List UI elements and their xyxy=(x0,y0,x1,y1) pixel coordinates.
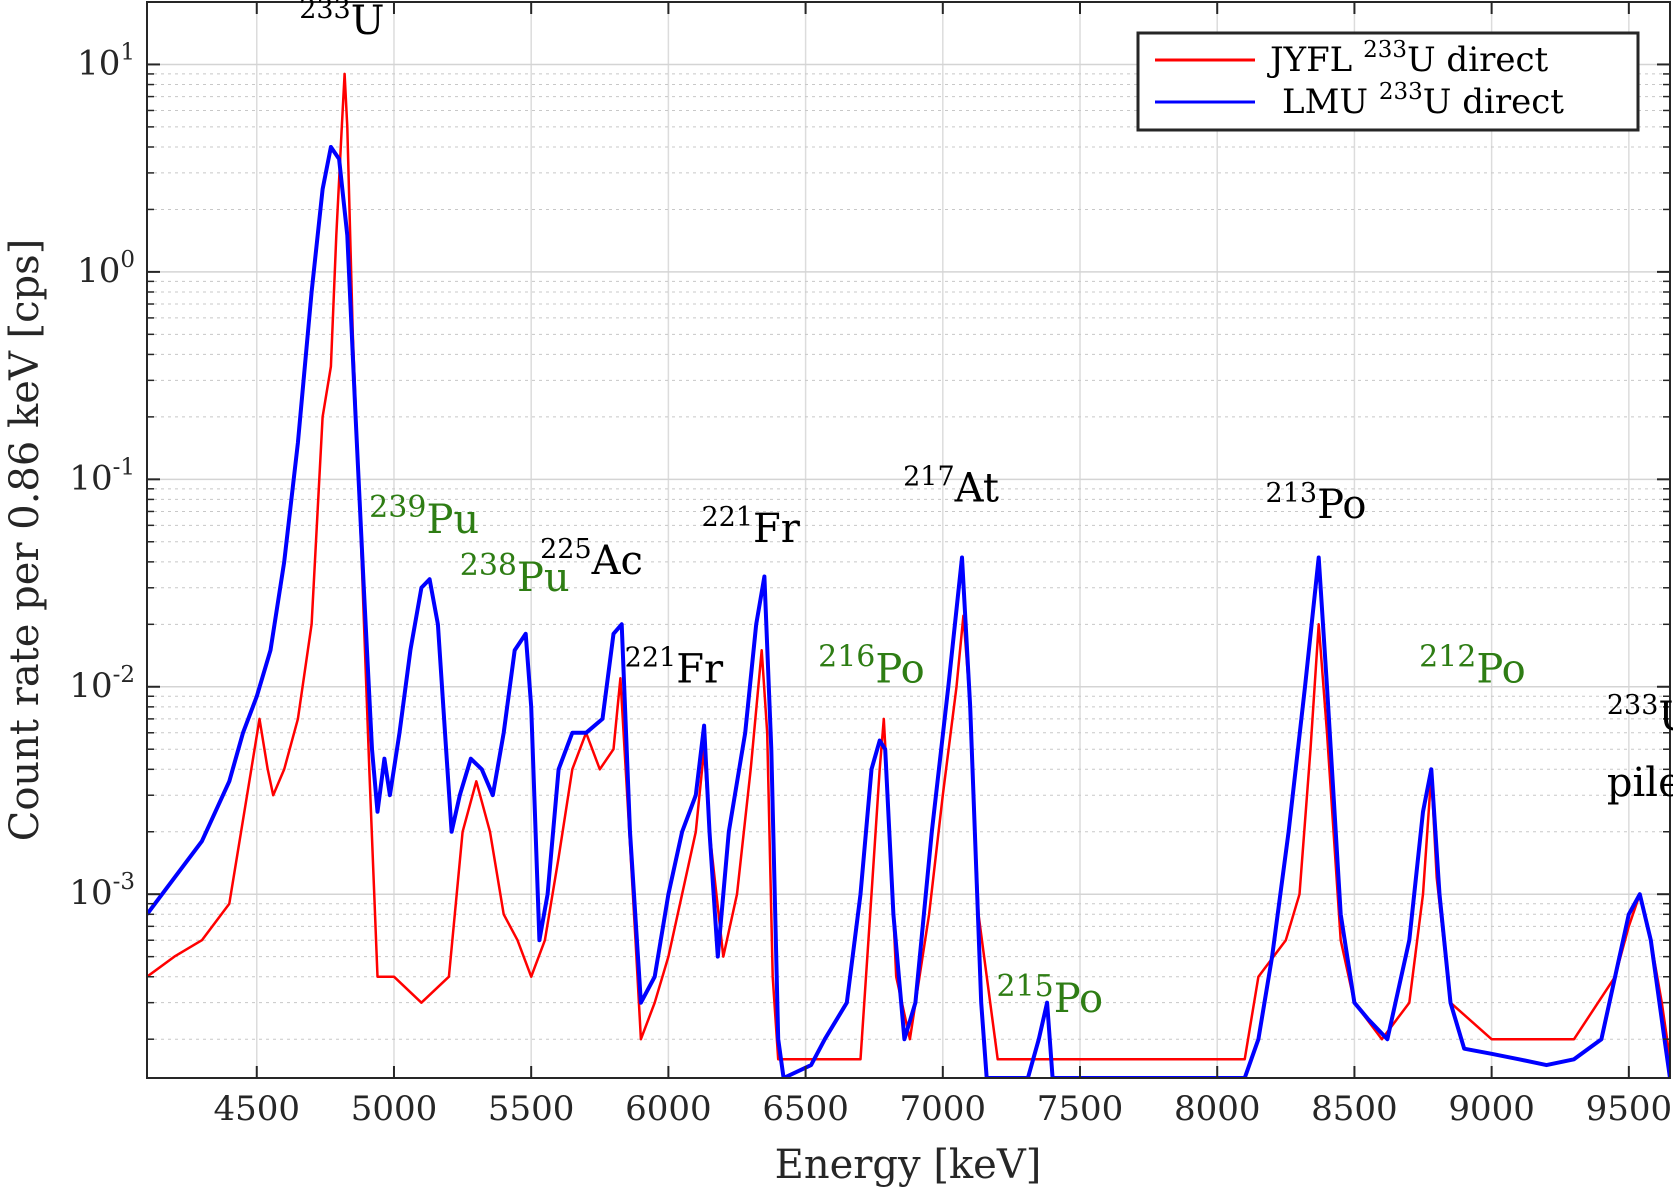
annotation-po213: 213Po xyxy=(1266,478,1367,528)
annotation-element: Ac xyxy=(591,538,643,584)
annotation-mass-number: 221 xyxy=(702,502,754,533)
y-tick-exponent: -1 xyxy=(113,454,135,480)
annotation-mass-number: 225 xyxy=(540,534,592,565)
y-tick-base: 10 xyxy=(69,458,112,498)
annotation-u233pile: 233U xyxy=(1607,690,1673,740)
annotation-element: Po xyxy=(875,646,924,692)
x-tick-labels: 4500 5000 5500 6000 6500 7000 7500 8000 8500 9000… xyxy=(214,1089,1673,1129)
annotation-element: Pu xyxy=(517,555,570,601)
annotation-mass-number: 216 xyxy=(818,639,875,674)
annotation-po212: 212Po xyxy=(1419,639,1526,692)
annotation-u233pile-line2: pileup xyxy=(1607,760,1673,806)
annotation-mass-number: 238 xyxy=(460,548,517,583)
x-tick-label: 8000 xyxy=(1174,1089,1261,1129)
x-tick-label: 6500 xyxy=(762,1089,849,1129)
annotation-element: Po xyxy=(1317,482,1366,528)
annotation-mass-number: 233 xyxy=(1607,690,1659,721)
legend-lmu-post: U direct xyxy=(1423,82,1565,122)
annotation-mass-number: 233 xyxy=(299,0,351,25)
annotation-element: Fr xyxy=(676,646,724,692)
x-tick-label: 5000 xyxy=(351,1089,438,1129)
annotation-mass-number: 212 xyxy=(1419,639,1476,674)
annotation-at217: 217At xyxy=(903,462,999,512)
plot-frame xyxy=(146,1,1671,1079)
x-tick-label: 5500 xyxy=(488,1089,575,1129)
annotation-po215: 215Po xyxy=(997,969,1104,1022)
annotation-mass-number: 217 xyxy=(903,462,955,493)
peak-annotations: 233U239Pu238Pu225Ac221Fr221Fr216Po217At2… xyxy=(299,0,1673,1022)
annotation-element: Pu xyxy=(426,497,479,543)
x-tick-label: 9000 xyxy=(1448,1089,1535,1129)
y-tick-label: 100 xyxy=(77,247,135,291)
y-tick-exponent: 0 xyxy=(120,247,135,273)
legend: JYFL 233U direct LMU 233U direct xyxy=(1136,31,1640,132)
x-tick-label: 8500 xyxy=(1311,1089,1398,1129)
annotation-mass-number: 213 xyxy=(1266,478,1318,509)
legend-jyfl-sup: 233 xyxy=(1363,37,1407,63)
y-tick-base: 10 xyxy=(77,43,120,83)
annotation-element: Po xyxy=(1054,976,1103,1022)
series-group xyxy=(147,72,1670,1078)
y-tick-label: 10-2 xyxy=(69,662,135,706)
annotation-mass-number: 215 xyxy=(997,969,1054,1004)
legend-jyfl-pre: JYFL xyxy=(1267,40,1363,80)
annotation-fr221b: 221Fr xyxy=(702,502,801,552)
annotation-element: Fr xyxy=(753,506,801,552)
annotation-fr221a: 221Fr xyxy=(625,642,724,692)
y-tick-label: 10-1 xyxy=(69,454,135,498)
legend-jyfl-post: U direct xyxy=(1407,40,1549,80)
annotation-u233: 233U xyxy=(299,0,384,44)
y-tick-base: 10 xyxy=(77,251,120,291)
axis-ticks xyxy=(147,2,1670,1078)
annotation-element: U xyxy=(1658,694,1673,740)
x-tick-label: 6000 xyxy=(625,1089,712,1129)
legend-box xyxy=(1136,31,1640,132)
y-tick-base: 10 xyxy=(69,666,112,706)
annotation-element: At xyxy=(954,466,999,512)
x-tick-label: 9500 xyxy=(1586,1089,1673,1129)
annotation-element: U xyxy=(351,0,385,44)
annotation-ac225: 225Ac xyxy=(540,534,643,584)
annotation-pu239: 239Pu xyxy=(369,490,479,543)
legend-entry-jyfl: JYFL 233U direct xyxy=(1267,37,1548,80)
annotation-pu238: 238Pu xyxy=(460,548,570,601)
y-tick-label: 101 xyxy=(77,39,135,83)
y-tick-base: 10 xyxy=(69,873,112,913)
y-tick-exponent: -3 xyxy=(113,869,135,895)
y-tick-label: 10-3 xyxy=(69,869,135,913)
y-axis-label: Count rate per 0.86 keV [cps] xyxy=(2,239,48,842)
legend-entry-lmu: LMU 233U direct xyxy=(1282,79,1564,122)
annotation-element: Po xyxy=(1476,646,1525,692)
x-tick-label: 4500 xyxy=(214,1089,301,1129)
series-line-lmu xyxy=(147,145,1670,1078)
y-tick-exponent: 1 xyxy=(120,39,135,65)
y-tick-exponent: -2 xyxy=(113,662,135,688)
x-tick-label: 7000 xyxy=(900,1089,987,1129)
x-tick-label: 7500 xyxy=(1037,1089,1124,1129)
x-axis-label: Energy [keV] xyxy=(775,1142,1042,1188)
annotation-po216: 216Po xyxy=(818,639,925,692)
annotation-mass-number: 239 xyxy=(369,490,426,525)
legend-lmu-pre: LMU xyxy=(1282,82,1379,122)
annotation-mass-number: 221 xyxy=(625,642,677,673)
legend-lmu-sup: 233 xyxy=(1379,79,1423,105)
